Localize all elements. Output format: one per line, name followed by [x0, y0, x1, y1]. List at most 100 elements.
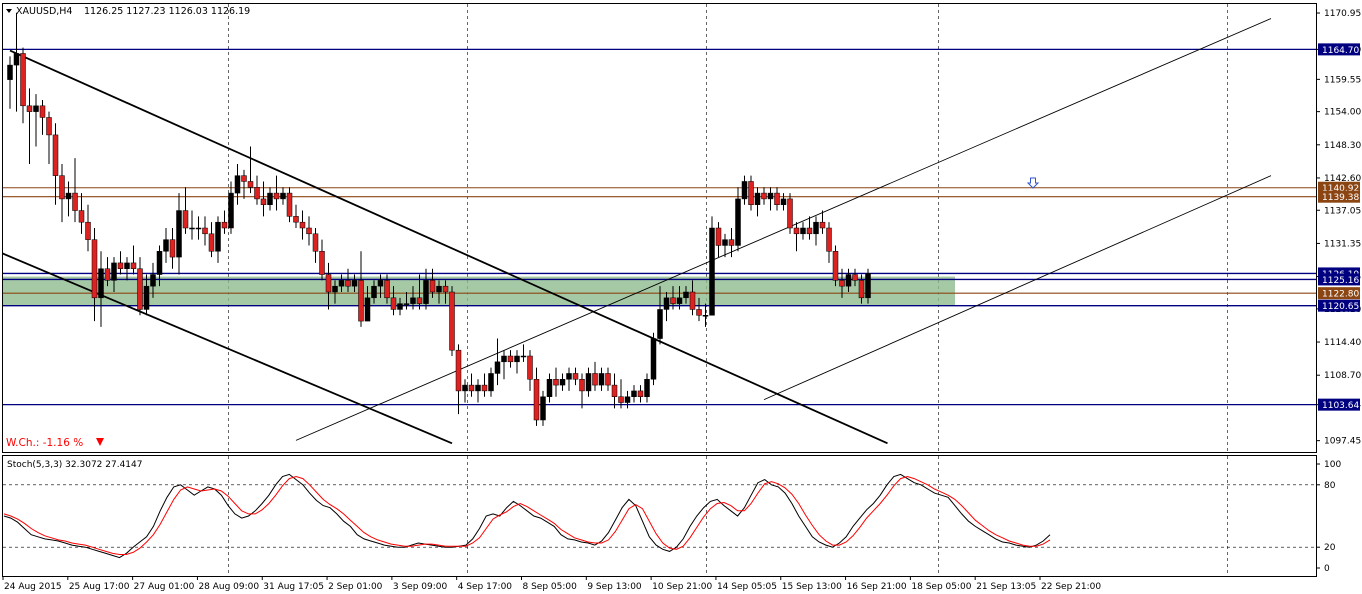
candle[interactable] [410, 286, 416, 310]
candle[interactable] [702, 303, 709, 327]
candle[interactable] [325, 262, 332, 310]
trendline-channel-lower[interactable] [0, 248, 453, 445]
candle[interactable] [793, 222, 800, 252]
stoch-series-k[interactable] [3, 473, 1051, 559]
candle[interactable] [189, 210, 195, 240]
candle[interactable] [611, 373, 618, 409]
candle[interactable] [813, 216, 819, 246]
candle[interactable] [689, 280, 696, 316]
candle[interactable] [33, 94, 39, 147]
candle[interactable] [208, 222, 215, 258]
candle[interactable] [449, 286, 455, 356]
candle[interactable] [377, 274, 384, 298]
main-price-pane[interactable] [2, 3, 1317, 453]
candle[interactable] [273, 175, 280, 211]
trendline-channel-upper[interactable] [9, 49, 888, 445]
candle[interactable] [735, 187, 741, 252]
candle[interactable] [319, 239, 325, 281]
candle[interactable] [260, 181, 267, 217]
candle[interactable] [104, 257, 111, 287]
candle[interactable] [501, 350, 507, 380]
candle[interactable] [436, 280, 442, 304]
candle[interactable] [488, 367, 494, 397]
candle[interactable] [819, 210, 826, 234]
candle[interactable] [839, 268, 845, 298]
candle[interactable] [254, 175, 260, 205]
candle[interactable] [780, 193, 787, 211]
candle[interactable] [722, 233, 728, 258]
candle[interactable] [579, 373, 585, 409]
candle[interactable] [130, 245, 137, 275]
candle[interactable] [540, 390, 546, 426]
candle[interactable] [137, 257, 143, 316]
candle[interactable] [176, 193, 182, 275]
candle[interactable] [533, 367, 540, 426]
candle[interactable] [7, 56, 13, 109]
candle[interactable] [182, 187, 189, 234]
candle[interactable] [741, 175, 748, 205]
candle[interactable] [618, 379, 624, 409]
stoch-series-d[interactable] [3, 475, 1051, 555]
candle[interactable] [429, 268, 436, 298]
candle[interactable] [13, 12, 20, 112]
candle[interactable] [215, 216, 221, 263]
candle[interactable] [546, 373, 553, 403]
candle[interactable] [644, 373, 650, 403]
candle[interactable] [663, 292, 670, 322]
candle[interactable] [806, 216, 813, 240]
candle[interactable] [858, 274, 865, 304]
candle[interactable] [559, 373, 566, 391]
candle[interactable] [572, 367, 579, 386]
candle[interactable] [286, 187, 293, 223]
candle[interactable] [371, 280, 377, 304]
candle[interactable] [72, 158, 78, 223]
candle[interactable] [514, 350, 520, 374]
candle[interactable] [715, 222, 722, 258]
candle[interactable] [358, 251, 364, 327]
candle[interactable] [423, 268, 429, 310]
candle[interactable] [845, 268, 852, 292]
candle[interactable] [195, 216, 202, 240]
candle[interactable] [865, 268, 871, 304]
candle[interactable] [150, 262, 156, 298]
candle[interactable] [117, 251, 124, 275]
candle[interactable] [566, 367, 572, 391]
candle[interactable] [852, 268, 858, 287]
candle[interactable] [403, 292, 410, 310]
candle[interactable] [455, 344, 462, 415]
candle[interactable] [624, 390, 631, 409]
candle[interactable] [754, 187, 761, 217]
candle[interactable] [364, 286, 371, 322]
candle[interactable] [163, 228, 169, 263]
candle[interactable] [650, 332, 657, 386]
candle[interactable] [39, 100, 46, 135]
trendline-rising-channel-bottom[interactable] [763, 175, 1272, 401]
candle[interactable] [78, 193, 85, 234]
candle[interactable] [761, 187, 767, 205]
candle[interactable] [676, 286, 683, 310]
candle[interactable] [384, 274, 390, 304]
candle[interactable] [553, 367, 559, 397]
candle[interactable] [605, 367, 611, 391]
candle[interactable] [351, 274, 358, 292]
candle[interactable] [221, 210, 228, 234]
candle[interactable] [683, 286, 689, 304]
candle[interactable] [52, 123, 59, 205]
candle[interactable] [332, 280, 338, 304]
candle[interactable] [247, 146, 254, 194]
candle[interactable] [293, 204, 299, 228]
candle[interactable] [241, 169, 247, 199]
candle[interactable] [748, 175, 754, 211]
candle[interactable] [787, 193, 793, 234]
candle[interactable] [299, 210, 306, 240]
candle[interactable] [800, 222, 806, 240]
candle[interactable] [143, 274, 150, 316]
candle[interactable] [462, 379, 468, 403]
candle[interactable] [124, 257, 130, 281]
candle[interactable] [637, 385, 644, 403]
candle[interactable] [527, 350, 533, 391]
candle[interactable] [832, 245, 839, 287]
stochastic-pane[interactable] [2, 455, 1317, 577]
candle[interactable] [507, 350, 514, 368]
